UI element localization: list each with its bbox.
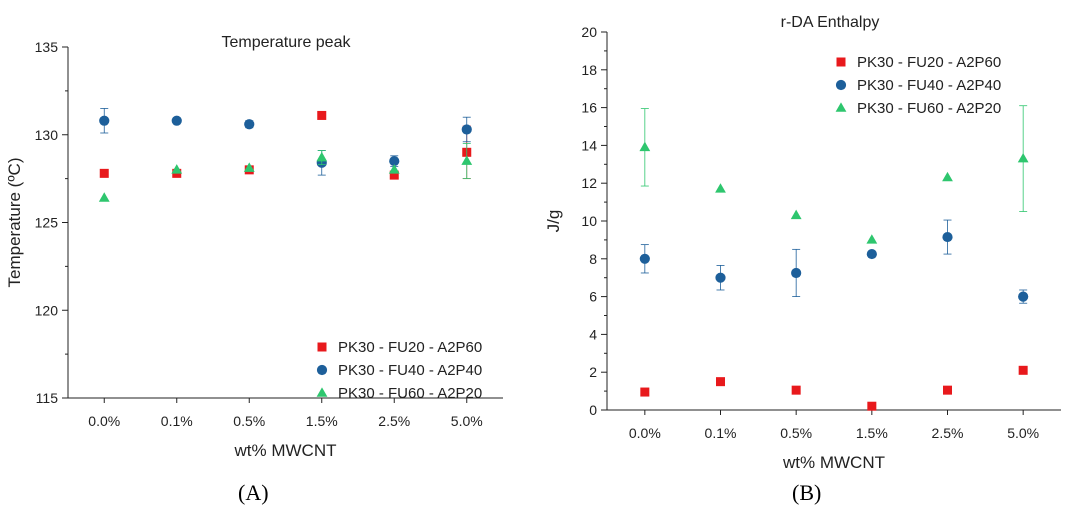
p1-y-tick-label: 14	[581, 137, 597, 153]
panel-label-b: (B)	[792, 480, 822, 505]
temperature-peak-chart: 115 120 125 130 135 0.0% 0.1% 0.5% 1.5% 2.5% 5.0% T…	[5, 34, 503, 460]
chart-panel-a: 115 120 125 130 135 0.0% 0.1% 0.5% 1.5% 2.5% 5.0% T…	[5, 34, 503, 460]
p1-data-point-s1	[866, 248, 877, 260]
p0-legend-marker	[316, 364, 328, 376]
p1-data-point-s2	[639, 141, 651, 152]
p0-x-tick-label: 0.0%	[88, 413, 120, 429]
p0-legend-label: PK30 - FU60 - A2P20	[338, 385, 482, 402]
p1-legend-label: PK30 - FU60 - A2P20	[857, 100, 1001, 117]
p0-legend-label: PK30 - FU20 - A2P60	[338, 339, 482, 356]
p0-data-point-s0	[389, 170, 399, 180]
p1-x-tick-label: 5.0%	[1007, 425, 1039, 441]
p1-legend-label: PK30 - FU20 - A2P60	[857, 54, 1001, 71]
p0-chart-title: Temperature peak	[222, 34, 352, 51]
p1-data-point-s1	[942, 231, 953, 243]
p1-y-tick-label: 4	[589, 326, 597, 342]
p1-y-tick-label: 20	[581, 24, 597, 40]
p1-legend-label: PK30 - FU40 - A2P40	[857, 77, 1001, 94]
p0-legend-label: PK30 - FU40 - A2P40	[338, 362, 482, 379]
p1-data-point-s2	[1017, 152, 1029, 163]
panel-label-a: (A)	[238, 480, 269, 505]
p0-y-tick-label: 125	[35, 215, 59, 231]
p1-x-tick-label: 2.5%	[932, 425, 964, 441]
p0-legend-marker	[316, 387, 328, 397]
p0-data-point-s2	[171, 164, 183, 174]
p0-data-point-s1	[389, 155, 400, 167]
p0-y-tick-label: 130	[35, 127, 59, 143]
p1-x-tick-label: 1.5%	[856, 425, 888, 441]
p1-y-tick-label: 2	[589, 364, 597, 380]
p1-data-point-s0	[716, 377, 725, 387]
p0-y-tick-label: 135	[35, 39, 59, 55]
p0-x-tick-label: 5.0%	[451, 413, 483, 429]
p1-y-tick-label: 12	[581, 175, 597, 191]
p1-data-point-s1	[639, 253, 650, 264]
p1-data-point-s0	[867, 401, 877, 411]
p0-data-point-s2	[388, 164, 400, 174]
p0-data-point-s2	[98, 192, 110, 202]
p1-data-point-s2	[715, 183, 726, 193]
p1-legend-marker	[835, 102, 847, 112]
p0-y-tick-label: 120	[35, 302, 59, 318]
chart-panel-b: 0 2 4 6 8 10 12 14 16 18 20 0.0% 0.1% 0.5% 1.5% 2.5% 5.0…	[534, 0, 1068, 506]
p0-x-tick-label: 2.5%	[378, 413, 410, 429]
p0-data-point-s2	[316, 151, 328, 162]
p1-data-point-s2	[942, 171, 953, 182]
p1-data-point-s2	[866, 234, 878, 244]
p0-data-point-s2	[243, 162, 255, 172]
p1-data-point-s1	[1018, 291, 1029, 302]
p0-x-tick-label: 0.1%	[161, 413, 193, 429]
p0-x-tick-label: 0.5%	[233, 413, 265, 429]
p0-y-tick-label: 115	[36, 390, 59, 406]
p1-y-tick-label: 0	[589, 402, 597, 418]
p1-y-tick-label: 18	[581, 62, 597, 78]
p1-y-tick-label: 6	[589, 289, 597, 305]
p1-data-point-s0	[943, 385, 952, 395]
p0-data-point-s2	[461, 155, 473, 165]
p1-data-point-s0	[640, 387, 650, 397]
p1-y-tick-label: 16	[581, 100, 597, 116]
p1-x-axis-label: wt% MWCNT	[782, 453, 885, 470]
p1-y-tick-label: 8	[589, 251, 597, 267]
p0-x-tick-label: 1.5%	[306, 413, 338, 429]
enthalpy-chart: 0 2 4 6 8 10 12 14 16 18 20 0.0% 0.1% 0.5% 1.5% 2.5% 5.0…	[544, 14, 1061, 472]
p0-data-point-s0	[99, 168, 109, 178]
p1-y-axis-label: J/g	[544, 210, 563, 233]
p0-y-axis-label: Temperature (ºC)	[5, 158, 24, 288]
p1-legend-marker	[835, 79, 847, 91]
p1-x-tick-label: 0.1%	[705, 425, 737, 441]
p1-y-tick-label: 10	[581, 213, 597, 229]
p1-data-point-s1	[715, 272, 726, 283]
p1-x-tick-label: 0.5%	[780, 425, 812, 441]
p0-x-axis-label: wt% MWCNT	[234, 441, 337, 460]
p0-legend-marker	[317, 342, 327, 352]
p1-legend-marker	[836, 57, 846, 67]
p1-data-point-s0	[1018, 365, 1028, 375]
p1-data-point-s2	[790, 209, 802, 220]
p1-x-tick-label: 0.0%	[629, 425, 661, 441]
p0-data-point-s0	[317, 110, 327, 120]
p0-data-point-s1	[171, 115, 182, 126]
p1-chart-title: r-DA Enthalpy	[781, 14, 880, 31]
p0-data-point-s1	[461, 124, 472, 135]
p1-data-point-s1	[791, 267, 802, 279]
p0-data-point-s1	[244, 119, 255, 130]
p1-data-point-s0	[791, 385, 801, 395]
p0-data-point-s1	[99, 115, 110, 126]
